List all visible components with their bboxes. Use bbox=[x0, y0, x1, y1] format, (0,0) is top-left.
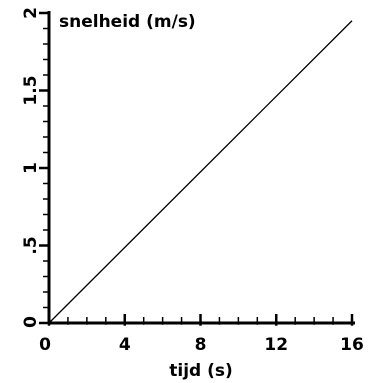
x-tick-label: 8 bbox=[195, 335, 207, 355]
y-tick-label: 1.5 bbox=[21, 75, 41, 105]
x-tick-label: 16 bbox=[340, 335, 364, 355]
y-axis-tick-labels: 0 .5 1 1.5 2 bbox=[21, 7, 41, 328]
x-axis-title: tijd (s) bbox=[169, 361, 233, 381]
series-line bbox=[48, 20, 353, 324]
y-axis-title: snelheid (m/s) bbox=[59, 12, 196, 32]
y-tick-label: 1 bbox=[21, 162, 41, 174]
x-axis-tick-labels: 0 4 8 12 16 bbox=[39, 335, 364, 355]
y-tick-label: .5 bbox=[21, 236, 41, 254]
y-tick-label: 2 bbox=[21, 7, 41, 19]
x-tick-label: 0 bbox=[39, 335, 51, 355]
y-tick-label: 0 bbox=[21, 316, 41, 328]
series-layer bbox=[48, 20, 353, 324]
x-tick-label: 12 bbox=[264, 335, 288, 355]
x-tick-label: 4 bbox=[119, 335, 131, 355]
